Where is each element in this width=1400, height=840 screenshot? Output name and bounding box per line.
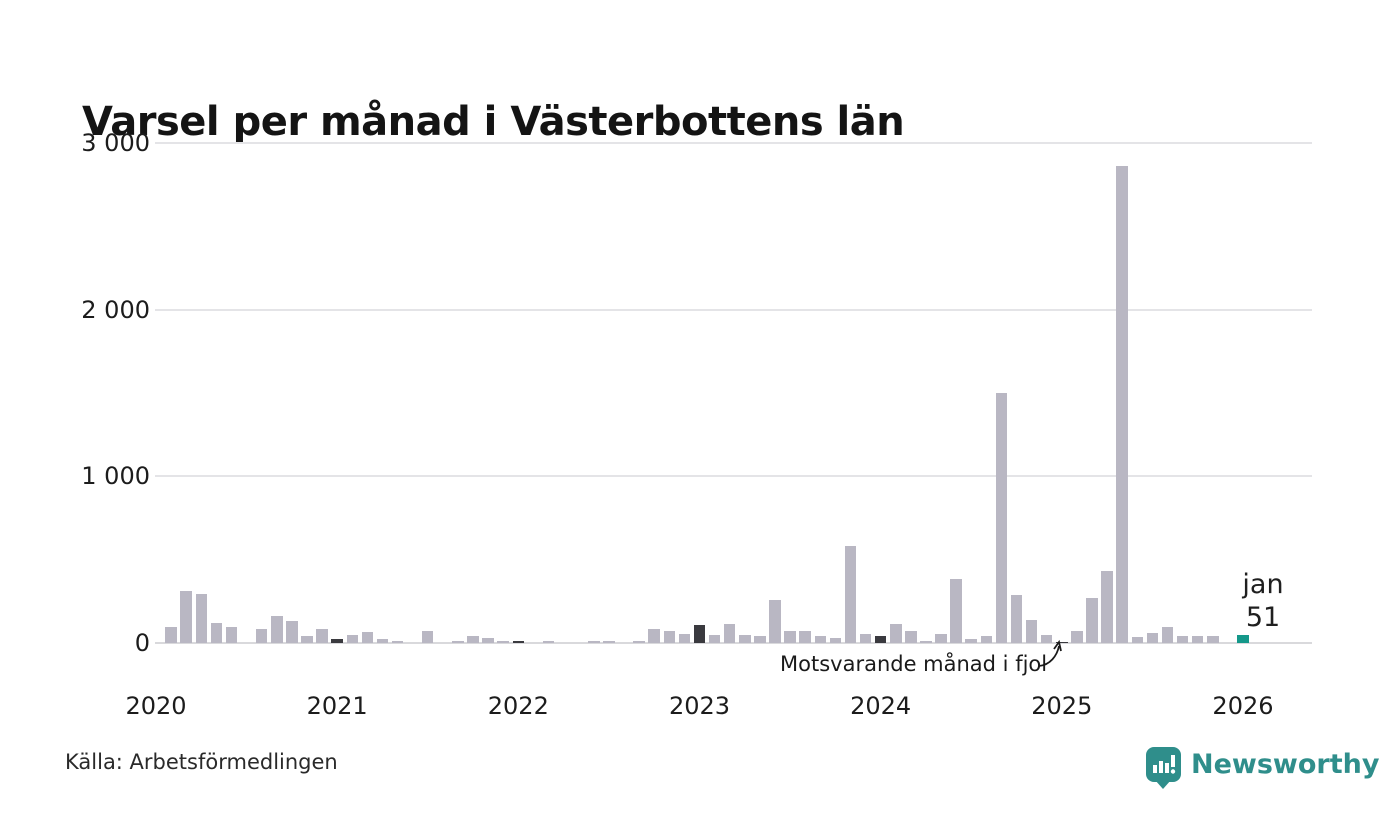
bar-2023-04 — [739, 634, 751, 643]
bar-2020-06 — [225, 627, 238, 643]
bar-2020-03 — [180, 591, 192, 643]
chart-title: Varsel per månad i Västerbottens län — [82, 98, 905, 145]
bar-2023-01 — [693, 624, 706, 643]
bar-2020-09 — [271, 615, 283, 643]
bar-2023-06 — [769, 599, 781, 643]
bar-2022-10 — [648, 628, 660, 643]
bar-2023-09 — [814, 636, 827, 643]
bar-2021-03 — [361, 632, 374, 643]
comparison-annotation: Motsvarande månad i fjol — [780, 652, 1048, 676]
bar-2020-04 — [195, 593, 208, 643]
bar-2025-11 — [1207, 635, 1219, 643]
bar-2022-06 — [588, 641, 600, 643]
highlight-month-text: jan — [1242, 569, 1284, 600]
gridline-1000 — [155, 475, 1312, 478]
bar-2022-03 — [542, 641, 555, 643]
bar-2025-10 — [1191, 635, 1204, 643]
x-axis-tick-2026: 2026 — [1212, 692, 1274, 720]
bar-2021-07 — [421, 631, 434, 643]
bar-2024-12 — [1040, 634, 1053, 643]
bar-2025-07 — [1146, 633, 1159, 643]
highlight-value-label: jan 51 — [1203, 568, 1323, 634]
annotation-arrow-icon — [1038, 639, 1062, 667]
bar-2021-02 — [346, 634, 358, 643]
highlight-value-text: 51 — [1245, 602, 1281, 633]
bar-2024-01 — [874, 636, 887, 643]
bar-2023-12 — [859, 633, 872, 643]
bar-2023-02 — [708, 634, 721, 643]
bar-2024-11 — [1025, 619, 1038, 643]
y-axis-tick-3000: 3 000 — [81, 129, 150, 157]
bar-2021-01 — [331, 638, 343, 643]
x-axis-tick-2024: 2024 — [850, 692, 912, 720]
gridline-2000 — [155, 308, 1312, 311]
bar-2021-04 — [376, 638, 389, 643]
bar-2023-05 — [754, 635, 766, 643]
bar-2025-08 — [1161, 627, 1174, 643]
bar-2024-10 — [1010, 594, 1023, 643]
bar-2021-05 — [391, 641, 404, 643]
bar-2023-10 — [829, 638, 842, 643]
y-axis-tick-0: 0 — [134, 629, 150, 657]
bar-2024-09 — [995, 393, 1008, 643]
bar-2022-12 — [678, 633, 691, 643]
bar-2024-06 — [950, 578, 962, 643]
x-axis-tick-2022: 2022 — [487, 692, 549, 720]
x-axis-tick-2023: 2023 — [668, 692, 731, 720]
bar-2024-08 — [980, 635, 993, 643]
gridline-0 — [155, 642, 1312, 644]
bar-2023-08 — [799, 630, 811, 643]
bar-2021-11 — [482, 638, 494, 643]
bar-2024-03 — [905, 630, 917, 643]
bar-2020-08 — [255, 628, 268, 643]
x-axis-tick-2020: 2020 — [125, 692, 187, 720]
bar-2022-11 — [663, 630, 676, 643]
y-axis-tick-2000: 2 000 — [81, 295, 150, 324]
bar-2023-03 — [723, 623, 736, 643]
source-attribution: Källa: Arbetsförmedlingen — [65, 750, 338, 774]
bar-2026-01 — [1237, 634, 1249, 643]
bar-2021-09 — [452, 640, 464, 643]
bar-2023-11 — [844, 546, 857, 643]
bar-2025-04 — [1101, 571, 1113, 643]
bar-2025-03 — [1086, 598, 1098, 643]
bar-2022-09 — [633, 640, 645, 643]
gridline-3000 — [155, 142, 1312, 144]
bar-2020-02 — [165, 627, 177, 643]
bar-2025-02 — [1071, 630, 1083, 643]
bar-2021-10 — [467, 635, 479, 643]
bar-2024-04 — [920, 640, 932, 643]
bar-2025-01 — [1056, 642, 1068, 643]
bar-2022-07 — [603, 641, 615, 643]
bar-2024-05 — [935, 633, 947, 643]
x-axis-tick-2021: 2021 — [306, 692, 368, 720]
newsworthy-wordmark: Newsworthy — [1191, 748, 1380, 780]
bar-2021-12 — [497, 640, 509, 643]
bar-2023-07 — [784, 630, 796, 643]
newsworthy-pin-icon — [1146, 746, 1181, 789]
y-axis-tick-1000: 1 000 — [81, 462, 150, 491]
bar-2020-12 — [316, 628, 328, 643]
bar-2025-06 — [1131, 637, 1144, 643]
bar-2020-05 — [210, 623, 223, 643]
x-axis-tick-2025: 2025 — [1031, 692, 1093, 720]
bar-2025-09 — [1176, 635, 1189, 643]
bar-2022-01 — [512, 640, 525, 643]
newsworthy-logo: Newsworthy — [1146, 744, 1380, 789]
bar-2024-07 — [965, 638, 977, 643]
bar-2025-05 — [1116, 166, 1128, 643]
bar-2020-11 — [301, 635, 313, 643]
bar-2020-10 — [286, 620, 298, 643]
bar-2024-02 — [890, 623, 902, 643]
